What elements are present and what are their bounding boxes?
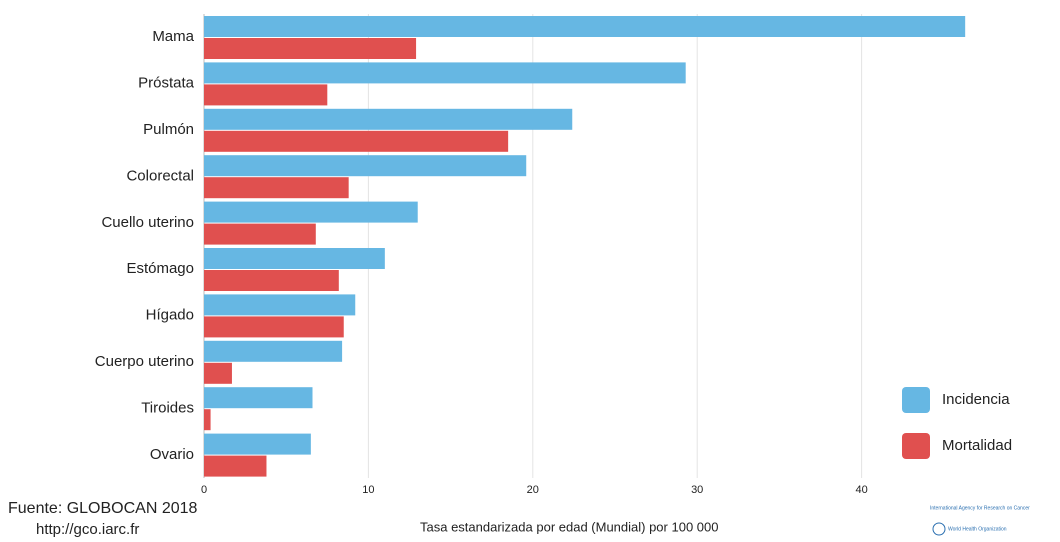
bar — [204, 16, 966, 37]
bar — [204, 177, 349, 199]
x-tick-label: 20 — [527, 484, 539, 496]
x-axis-label: Tasa estandarizada por edad (Mundial) po… — [420, 519, 718, 534]
bar — [204, 155, 527, 177]
x-tick-label: 40 — [855, 484, 867, 496]
y-tick-label: Hígado — [146, 307, 194, 324]
bar — [204, 248, 385, 269]
source: Fuente: GLOBOCAN 2018 — [8, 500, 198, 517]
bar — [204, 409, 211, 431]
legend-label: Incidencia — [942, 391, 1010, 408]
bar — [204, 316, 344, 338]
bar — [204, 294, 356, 316]
x-tick-label: 10 — [362, 484, 374, 496]
bar — [204, 38, 417, 59]
bar — [204, 84, 328, 106]
bar — [204, 223, 316, 245]
y-tick-label: Cuerpo uterino — [95, 353, 194, 370]
bar — [204, 201, 418, 223]
y-tick-label: Pulmón — [143, 121, 194, 138]
legend-swatch — [902, 433, 930, 459]
y-tick-label: Mama — [152, 28, 194, 45]
bar — [204, 62, 686, 84]
y-tick-label: Estómago — [126, 260, 194, 277]
y-tick-label: Colorectal — [126, 167, 194, 184]
bar — [204, 130, 509, 152]
y-tick-label: Cuello uterino — [101, 214, 194, 231]
x-tick-label: 0 — [201, 484, 207, 496]
y-tick-label: Próstata — [138, 75, 195, 92]
bar — [204, 108, 573, 130]
legend-swatch — [902, 387, 930, 413]
logo-icon — [932, 522, 946, 536]
y-tick-label: Ovario — [150, 446, 194, 463]
bar — [204, 270, 339, 291]
bar — [204, 455, 267, 477]
source-url: http://gco.iarc.fr — [36, 521, 139, 538]
bar — [204, 433, 311, 455]
bar — [204, 362, 232, 384]
logo-text: World Health Organization — [948, 526, 1007, 532]
bar — [204, 340, 343, 362]
y-tick-label: Tiroides — [141, 399, 194, 416]
bar — [204, 387, 313, 409]
logo-text: International Agency for Research on Can… — [930, 505, 1030, 511]
legend-label: Mortalidad — [942, 437, 1012, 454]
x-tick-label: 30 — [691, 484, 703, 496]
